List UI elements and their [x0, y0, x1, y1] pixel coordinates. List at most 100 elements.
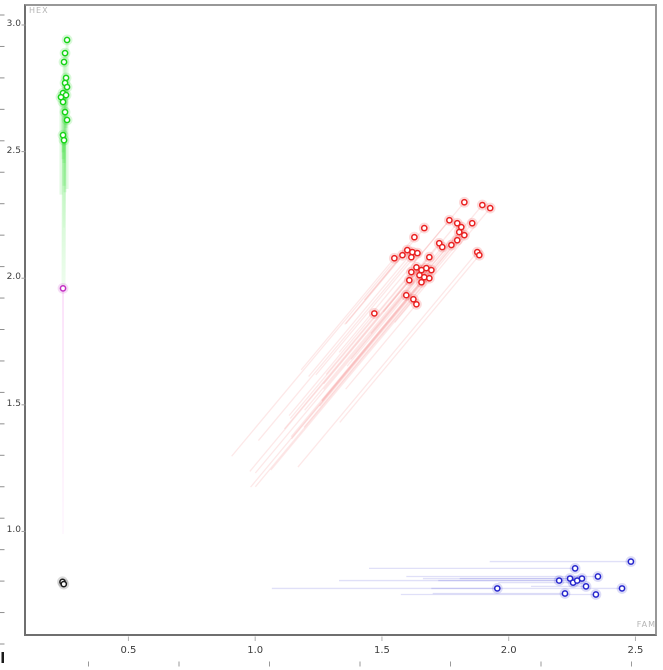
- dual-cluster-red-trail: [288, 313, 375, 417]
- fam-cluster-blue-halo: [553, 575, 565, 586]
- data-point-dual-cluster-red[interactable]: [410, 295, 417, 303]
- dual-cluster-red-trail: [300, 257, 395, 371]
- dual-cluster-red-halo: [443, 214, 455, 226]
- data-point-dual-cluster-red[interactable]: [428, 266, 435, 274]
- data-point-dual-cluster-red[interactable]: [402, 291, 410, 299]
- data-point-hex-cluster-green[interactable]: [63, 83, 71, 91]
- y-tick-label: 2.0: [6, 272, 21, 283]
- ruler-origin-mark: [1, 652, 4, 663]
- dual-cluster-red-trail: [325, 271, 412, 375]
- data-point-dual-cluster-red[interactable]: [438, 243, 446, 251]
- data-point-dual-cluster-red[interactable]: [478, 201, 486, 209]
- dual-cluster-red-trail: [303, 234, 465, 428]
- data-point-dual-cluster-red[interactable]: [448, 241, 455, 249]
- dual-cluster-red-trail: [291, 239, 458, 440]
- dual-cluster-red-trail: [250, 281, 422, 488]
- data-point-dual-cluster-red[interactable]: [468, 219, 476, 227]
- data-point-dual-cluster-red[interactable]: [391, 254, 398, 262]
- dual-cluster-red-trail: [339, 254, 480, 423]
- dual-cluster-red-halo: [418, 222, 430, 234]
- data-point-fam-cluster-blue[interactable]: [594, 573, 602, 580]
- fam-cluster-blue-halo: [559, 588, 571, 599]
- dual-cluster-red-halo: [476, 199, 488, 211]
- data-point-dual-cluster-red[interactable]: [399, 251, 406, 259]
- hex-cluster-green-halo: [58, 56, 70, 68]
- data-point-fam-cluster-blue[interactable]: [571, 565, 579, 572]
- trails-layer: [59, 39, 631, 596]
- dual-cluster-red-halo: [451, 217, 463, 229]
- data-point-hex-cluster-green[interactable]: [60, 58, 68, 66]
- data-point-fam-cluster-blue[interactable]: [578, 575, 586, 582]
- data-point-dual-cluster-red[interactable]: [446, 216, 453, 224]
- x-tick-label: 2.5: [627, 645, 644, 656]
- dual-cluster-red-trail: [370, 274, 420, 334]
- hex-cluster-green-halo: [59, 47, 71, 59]
- data-point-hex-cluster-green[interactable]: [61, 108, 69, 116]
- data-point-dual-cluster-red[interactable]: [418, 278, 425, 286]
- data-point-hex-cluster-green[interactable]: [63, 36, 71, 44]
- dual-cluster-red-halo: [484, 202, 496, 214]
- y-tick-label: 3.0: [6, 19, 21, 29]
- data-point-dual-cluster-red[interactable]: [408, 253, 415, 261]
- dual-cluster-red-trail: [344, 254, 403, 325]
- data-point-hex-cluster-green[interactable]: [59, 98, 67, 106]
- dual-cluster-red-halo: [405, 266, 417, 278]
- fam-cluster-blue-halo: [616, 583, 628, 594]
- dual-cluster-red-halo: [423, 251, 435, 263]
- dual-cluster-red-halo: [458, 196, 470, 208]
- x-tick-label: 2.0: [500, 645, 517, 656]
- dual-cluster-red-halo: [400, 289, 412, 301]
- dual-cluster-red-halo: [388, 252, 400, 264]
- dual-cluster-red-trail: [321, 269, 432, 402]
- data-point-dual-cluster-red[interactable]: [453, 219, 461, 227]
- data-point-fam-cluster-blue[interactable]: [493, 585, 501, 592]
- data-point-fam-cluster-blue[interactable]: [592, 591, 600, 598]
- points-layer: [55, 34, 637, 600]
- data-point-dual-cluster-red[interactable]: [414, 249, 421, 257]
- data-point-fam-cluster-blue[interactable]: [555, 577, 563, 584]
- dual-cluster-red-halo: [451, 234, 463, 246]
- dual-cluster-red-trail: [254, 267, 427, 474]
- data-point-dual-cluster-red[interactable]: [426, 274, 433, 282]
- fam-cluster-blue-halo: [625, 556, 637, 567]
- data-point-dual-cluster-red[interactable]: [413, 300, 420, 308]
- data-point-hex-cluster-green[interactable]: [61, 49, 69, 57]
- data-point-fam-cluster-blue[interactable]: [582, 583, 590, 590]
- data-point-dual-cluster-red[interactable]: [486, 204, 494, 212]
- dual-cluster-red-halo: [446, 239, 457, 251]
- fam-cluster-blue-halo: [592, 571, 604, 582]
- data-point-fam-cluster-blue[interactable]: [627, 558, 635, 565]
- dual-cluster-red-trail: [249, 279, 410, 472]
- data-point-dual-cluster-red[interactable]: [455, 228, 463, 236]
- dual-cluster-red-halo: [408, 231, 420, 243]
- data-point-dual-cluster-red[interactable]: [460, 231, 468, 239]
- data-point-dual-cluster-red[interactable]: [411, 233, 418, 241]
- data-point-dual-cluster-red[interactable]: [453, 236, 461, 244]
- data-point-dual-cluster-red[interactable]: [475, 251, 483, 259]
- data-point-dual-cluster-red[interactable]: [426, 253, 433, 261]
- data-point-hex-cluster-green[interactable]: [60, 136, 68, 144]
- data-point-hex-cluster-green[interactable]: [63, 116, 71, 124]
- data-point-fam-cluster-blue[interactable]: [618, 585, 626, 592]
- dual-cluster-red-halo: [403, 274, 415, 286]
- data-point-fam-cluster-blue[interactable]: [561, 590, 569, 597]
- dual-cluster-red-trail: [270, 298, 414, 471]
- data-point-no-amplification-black[interactable]: [60, 580, 68, 588]
- data-point-dual-cluster-red[interactable]: [460, 198, 468, 206]
- dual-cluster-red-trail: [338, 219, 450, 353]
- x-tick-label: 0.5: [120, 645, 137, 656]
- data-point-dual-cluster-red[interactable]: [413, 263, 420, 271]
- x-tick-label: 1.5: [373, 645, 390, 656]
- dual-cluster-red-trail: [289, 266, 417, 419]
- y-tick-label: 2.5: [6, 145, 21, 156]
- data-point-dual-cluster-red[interactable]: [405, 276, 413, 284]
- plot-area[interactable]: [24, 4, 657, 636]
- data-point-undetermined-magenta[interactable]: [59, 285, 67, 292]
- bottom-ruler: [88, 661, 632, 667]
- dual-cluster-red-trail: [304, 269, 422, 411]
- data-point-dual-cluster-red[interactable]: [408, 268, 415, 276]
- data-point-dual-cluster-red[interactable]: [370, 310, 378, 317]
- data-point-dual-cluster-red[interactable]: [420, 224, 428, 232]
